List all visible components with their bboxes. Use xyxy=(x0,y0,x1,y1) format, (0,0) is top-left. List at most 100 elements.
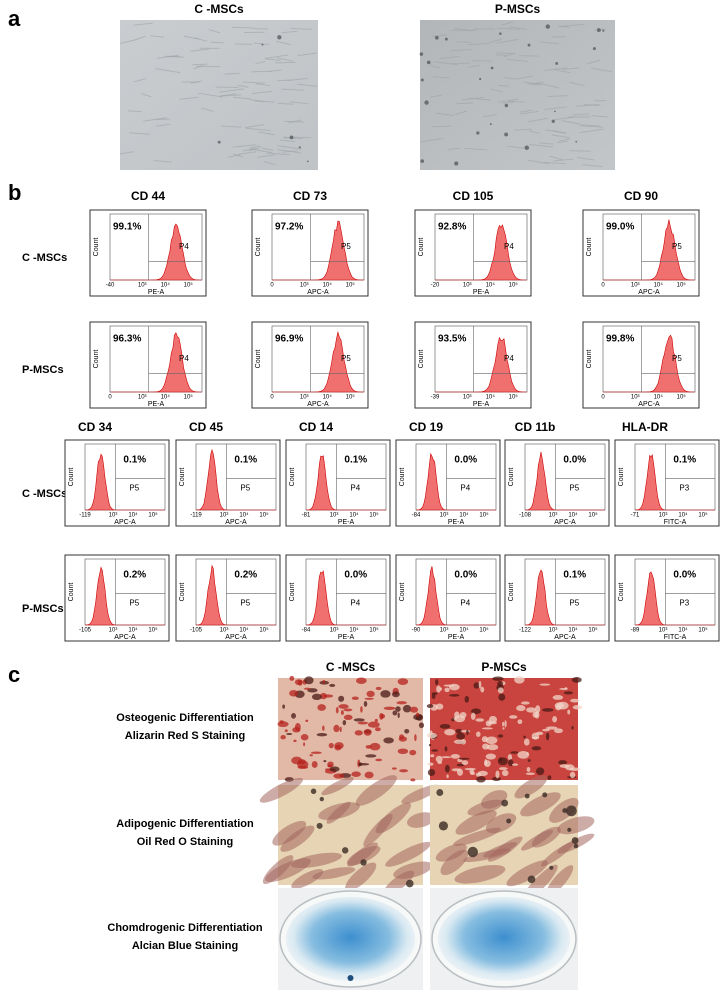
stain-spot xyxy=(343,708,353,712)
x-tick-label: 10⁴ xyxy=(568,512,578,519)
stain-spot xyxy=(564,687,568,690)
stain-spot xyxy=(526,767,531,772)
stain-spot xyxy=(427,762,434,766)
stain-spot xyxy=(454,711,460,719)
stain-spot xyxy=(520,701,530,705)
x-tick-label: 10⁴ xyxy=(459,627,469,634)
cell xyxy=(190,48,210,52)
lipid-cluster xyxy=(467,846,479,858)
percent: 0.1% xyxy=(673,455,696,466)
y-axis-label: Count xyxy=(418,238,425,257)
cell xyxy=(539,41,560,45)
stain-spot xyxy=(523,738,530,746)
cell xyxy=(233,153,244,158)
percent: 99.1% xyxy=(113,222,141,233)
stain-spot xyxy=(512,763,519,766)
cell xyxy=(508,100,525,103)
stain-spot xyxy=(554,728,563,734)
row-label: C -MSCs xyxy=(22,252,67,264)
plot-frame xyxy=(89,209,207,297)
cell xyxy=(224,72,240,75)
x-tick-label: 10⁵ xyxy=(588,512,598,519)
x-tick-label: -90 xyxy=(412,628,421,634)
stain-spot xyxy=(396,701,407,705)
cell xyxy=(447,147,461,150)
x-axis-label: APC-A xyxy=(638,401,660,408)
percent: 0.2% xyxy=(234,570,257,581)
flow-plot: Count APC-A -122 10³ 10⁴ 10⁵ 0.1% P5 xyxy=(504,554,610,642)
histogram xyxy=(272,220,364,281)
x-tick-label: -119 xyxy=(190,513,202,519)
x-tick-label: 10⁵ xyxy=(346,282,356,289)
cell xyxy=(263,160,277,166)
stain-spot xyxy=(291,713,296,719)
cell xyxy=(251,90,273,95)
x-tick-label: 0 xyxy=(270,283,274,289)
lipid-cluster xyxy=(341,847,349,854)
stain-spot xyxy=(282,704,286,709)
stain-spot xyxy=(456,732,466,740)
stain-spot xyxy=(375,686,382,691)
x-tick-label: 10⁵ xyxy=(369,512,379,519)
x-tick-label: -119 xyxy=(79,513,91,519)
stain-spot xyxy=(303,687,311,690)
stain-spot xyxy=(464,767,476,771)
stain-spot xyxy=(507,754,513,761)
x-tick-label: -105 xyxy=(190,628,203,634)
debris xyxy=(504,103,509,108)
x-tick-label: 10⁴ xyxy=(349,627,359,634)
lipid-cluster xyxy=(506,818,512,824)
percent: 0.0% xyxy=(454,455,477,466)
debris xyxy=(592,47,596,51)
cell xyxy=(501,21,514,26)
x-tick-label: 10⁴ xyxy=(654,394,664,401)
flow-plot: Count PE-A -90 10³ 10⁴ 10⁵ 0.0% P4 xyxy=(395,554,501,642)
histogram xyxy=(415,452,496,511)
cell xyxy=(432,76,450,79)
stain-spot xyxy=(323,694,334,698)
debris xyxy=(277,35,282,40)
stain-spot xyxy=(414,734,417,742)
x-tick-label: 10⁵ xyxy=(184,282,194,289)
stain-spot xyxy=(545,726,558,730)
stain-spot xyxy=(310,751,322,754)
lipid-cluster xyxy=(527,875,536,884)
cell xyxy=(355,775,397,806)
cell xyxy=(496,52,516,55)
debris xyxy=(527,43,531,47)
marker-header: CD 11b xyxy=(515,420,556,434)
stain-spot xyxy=(399,734,405,740)
x-tick-label: 10⁴ xyxy=(349,512,359,519)
stain-spot xyxy=(527,759,531,762)
flow-plot: Count APC-A 0 10³ 10⁴ 10⁵ 99.0% P5 xyxy=(582,209,700,297)
stain-spot xyxy=(292,727,301,733)
cell xyxy=(559,138,570,142)
panel-label: b xyxy=(8,180,21,205)
cell xyxy=(541,83,560,89)
stain-spot xyxy=(374,718,378,723)
x-tick-label: 10⁵ xyxy=(184,394,194,401)
alcian-stain xyxy=(438,897,570,981)
stain-spot xyxy=(477,770,488,776)
gate-label: P5 xyxy=(240,483,250,492)
stain-spot xyxy=(471,708,482,715)
gate-label: P5 xyxy=(672,354,682,363)
cell xyxy=(562,67,580,71)
stain-spot xyxy=(497,734,504,738)
flow-plot: Count APC-A -119 10³ 10⁴ 10⁵ 0.1% P5 xyxy=(175,439,281,527)
x-tick-label: 10⁵ xyxy=(259,627,269,634)
row-label: Oil Red O Staining xyxy=(137,836,234,848)
gate-label: P5 xyxy=(240,598,250,607)
cell xyxy=(559,23,585,28)
lipid-cluster xyxy=(316,822,323,829)
cell xyxy=(237,84,249,88)
cell xyxy=(544,67,568,71)
cell xyxy=(514,775,548,799)
gate-label: P3 xyxy=(679,483,689,492)
cell xyxy=(519,109,533,113)
stain-spot xyxy=(552,695,564,700)
lipid-cluster xyxy=(319,796,324,802)
stain-spot xyxy=(446,774,449,779)
stain-spot xyxy=(449,694,460,697)
plot-frame xyxy=(285,439,391,527)
